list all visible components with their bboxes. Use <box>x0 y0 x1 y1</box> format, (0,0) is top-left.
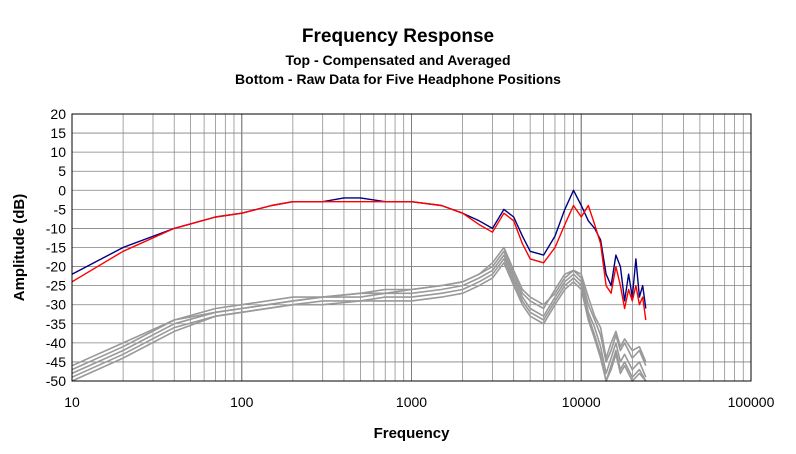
y-axis-label: Amplitude (dB) <box>11 194 28 301</box>
x-axis-label: Frequency <box>374 425 451 442</box>
y-tick-label: 5 <box>58 163 66 179</box>
y-tick-label: -40 <box>46 335 66 351</box>
series-line-raw-6 <box>71 261 647 382</box>
x-tick-labels: 10 100 1000 10000 100000 <box>64 394 774 410</box>
series-line-raw-2 <box>71 250 647 371</box>
y-tick-label: -35 <box>46 316 66 332</box>
x-tick-label: 100000 <box>728 394 775 410</box>
y-tick-label: 10 <box>50 144 66 160</box>
chart-title: Frequency Response <box>301 26 495 47</box>
y-tick-label: -20 <box>46 259 66 275</box>
series-line-compensated-1 <box>71 200 647 321</box>
y-tick-label: -5 <box>54 201 67 217</box>
y-tick-label: -10 <box>46 220 66 236</box>
y-tick-label: 0 <box>58 182 66 198</box>
y-tick-label: -50 <box>46 373 66 389</box>
chart-subtitle-bottom: Bottom - Raw Data for Five Headphone Pos… <box>235 71 561 87</box>
plot-frame <box>71 113 752 382</box>
series-line-raw-5 <box>71 246 647 367</box>
y-tick-labels: 20 15 10 5 0 -5 -10 -15 -20 -25 -30 -35 -40 -45 -50 <box>46 106 66 389</box>
series-lines <box>71 189 647 382</box>
chart-subtitle-top: Top - Compensated and Averaged <box>285 52 511 68</box>
y-tick-label: -25 <box>46 278 66 294</box>
y-tick-label: 20 <box>50 106 66 122</box>
y-tick-label: -30 <box>46 297 66 313</box>
x-tick-label: 10 <box>64 394 80 410</box>
x-tick-label: 1000 <box>396 394 427 410</box>
x-tick-label: 100 <box>230 394 254 410</box>
y-tick-label: -15 <box>46 240 66 256</box>
x-tick-label: 10000 <box>562 394 601 410</box>
series-line-raw-3 <box>71 254 647 378</box>
y-tick-label: -45 <box>46 354 66 370</box>
y-tick-label: 15 <box>50 125 66 141</box>
grid-lines <box>71 113 752 382</box>
series-line-raw-4 <box>71 258 647 382</box>
